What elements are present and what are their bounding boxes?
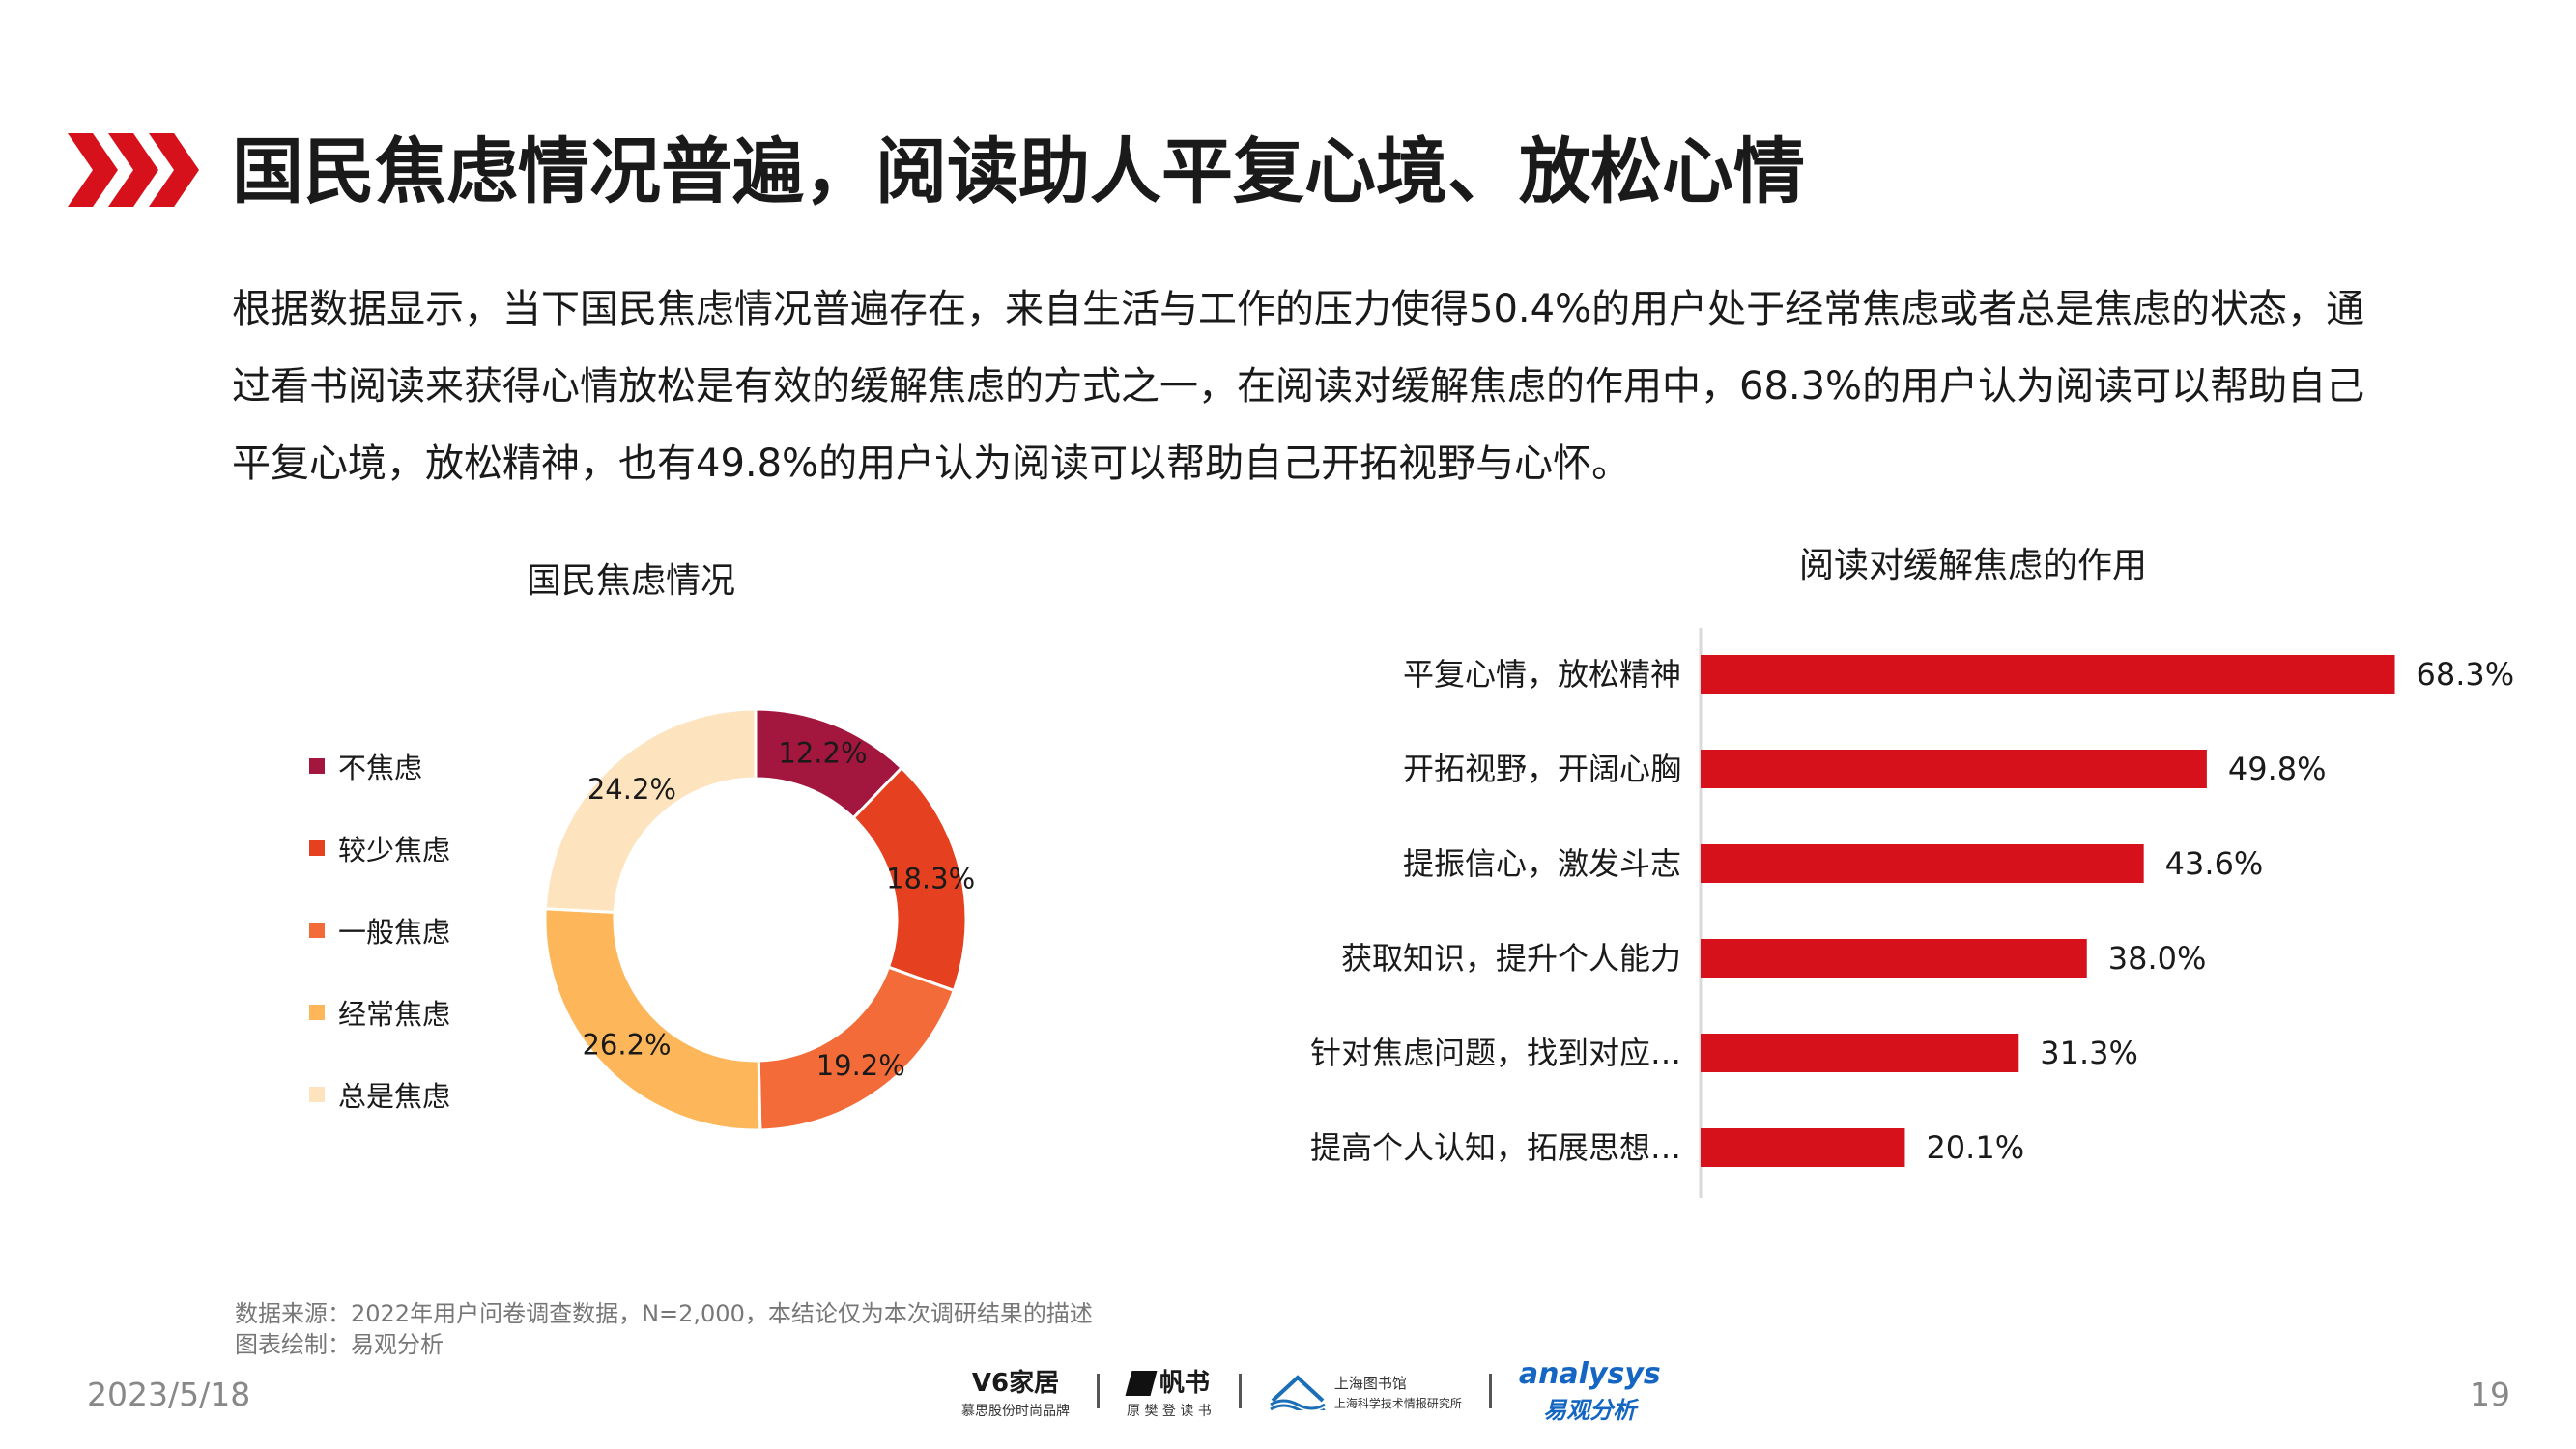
legend-swatch	[309, 757, 325, 774]
chart-credit-note: 图表绘制：易观分析	[235, 1331, 444, 1358]
donut-slice	[543, 907, 762, 1132]
legend-item: 经常焦虑	[309, 971, 450, 1053]
bar-value-label: 38.0%	[2108, 940, 2207, 977]
bar	[1701, 750, 2207, 788]
fanshu-logo-tagline: 原 樊 登 读 书	[1127, 1403, 1212, 1419]
legend-swatch	[309, 1086, 325, 1102]
bar-category-label: 提高个人认知，拓展思想…	[1310, 1129, 1681, 1166]
donut-slice-label: 12.2%	[778, 736, 867, 769]
legend-item: 不焦虑	[309, 724, 450, 807]
v6-logo: V6家居 慕思股份时尚品牌	[961, 1363, 1070, 1420]
legend-label: 经常焦虑	[338, 997, 451, 1031]
analysys-logo: analysys 易观分析	[1519, 1357, 1661, 1425]
donut-slice-label: 24.2%	[587, 773, 676, 806]
analysys-logo-name: analysys	[1518, 1357, 1661, 1391]
bar-value-label: 20.1%	[1926, 1129, 2024, 1166]
bar-category-label: 平复心情，放松精神	[1403, 656, 1681, 693]
legend-swatch	[309, 1004, 325, 1020]
bar	[1701, 844, 2144, 883]
v6-logo-tagline: 慕思股份时尚品牌	[961, 1403, 1070, 1419]
fanshu-logo-name: 帆书	[1159, 1368, 1210, 1398]
bar-category-label: 获取知识，提升个人能力	[1341, 940, 1681, 977]
bar-value-label: 68.3%	[2417, 656, 2515, 693]
bar-value-label: 43.6%	[2165, 845, 2264, 882]
bar-value-label: 49.8%	[2228, 751, 2327, 787]
bar	[1701, 1128, 1905, 1167]
analysys-logo-cn: 易观分析	[1543, 1397, 1637, 1424]
bar	[1701, 655, 2395, 694]
legend-item: 较少焦虑	[309, 807, 450, 889]
donut-slice-label: 26.2%	[582, 1029, 671, 1062]
donut-slice-label: 19.2%	[816, 1049, 905, 1082]
bar	[1701, 939, 2087, 978]
bar	[1701, 1034, 2019, 1072]
report-date: 2023/5/18	[87, 1376, 251, 1413]
donut-chart-title: 国民焦虑情况	[527, 561, 736, 601]
partner-logos: V6家居 慕思股份时尚品牌 帆书 原 樊 登 读 书 上海图书馆 上海科学技术情…	[961, 1348, 1661, 1435]
bar-value-label: 31.3%	[2040, 1035, 2138, 1071]
library-logo-name: 上海图书馆	[1333, 1375, 1407, 1392]
page-title: 国民焦虑情况普遍，阅读助人平复心境、放松心情	[232, 130, 1805, 213]
legend-label: 一般焦虑	[338, 915, 451, 949]
legend-swatch	[309, 922, 325, 938]
library-logo: 上海图书馆 上海科学技术情报研究所	[1269, 1371, 1462, 1411]
intro-paragraph: 根据数据显示，当下国民焦虑情况普遍存在，来自生活与工作的压力使得50.4%的用户…	[232, 287, 2365, 486]
bar-category-label: 针对焦虑问题，找到对应…	[1310, 1035, 1681, 1071]
legend-item: 总是焦虑	[309, 1053, 450, 1135]
fanshu-logo: 帆书 原 樊 登 读 书	[1125, 1363, 1212, 1420]
logo-divider	[1238, 1374, 1242, 1408]
donut-slice	[543, 707, 758, 915]
legend-swatch	[309, 839, 325, 856]
logo-divider	[1097, 1374, 1100, 1408]
data-source-note: 数据来源：2022年用户问卷调查数据，N=2,000，本结论仅为本次调研结果的描…	[235, 1300, 1093, 1327]
legend-label: 总是焦虑	[338, 1079, 451, 1113]
fanshu-mark-icon	[1125, 1371, 1158, 1396]
library-logo-subname: 上海科学技术情报研究所	[1333, 1397, 1462, 1410]
legend-label: 不焦虑	[338, 751, 423, 784]
legend-item: 一般焦虑	[309, 889, 450, 971]
bar-category-label: 开拓视野，开阔心胸	[1403, 751, 1681, 787]
library-wave-icon	[1270, 1375, 1326, 1410]
bar-chart-title: 阅读对缓解焦虑的作用	[1799, 546, 2148, 585]
legend-label: 较少焦虑	[338, 833, 451, 867]
donut-slice-label: 18.3%	[886, 862, 975, 895]
page-number: 19	[2470, 1376, 2510, 1413]
donut-legend: 不焦虑 较少焦虑 一般焦虑 经常焦虑 总是焦虑	[309, 724, 450, 1135]
triple-chevron-right-icon	[68, 133, 199, 207]
v6-logo-name: V6家居	[971, 1368, 1060, 1398]
bar-category-label: 提振信心，激发斗志	[1403, 845, 1681, 882]
logo-divider	[1488, 1374, 1492, 1408]
